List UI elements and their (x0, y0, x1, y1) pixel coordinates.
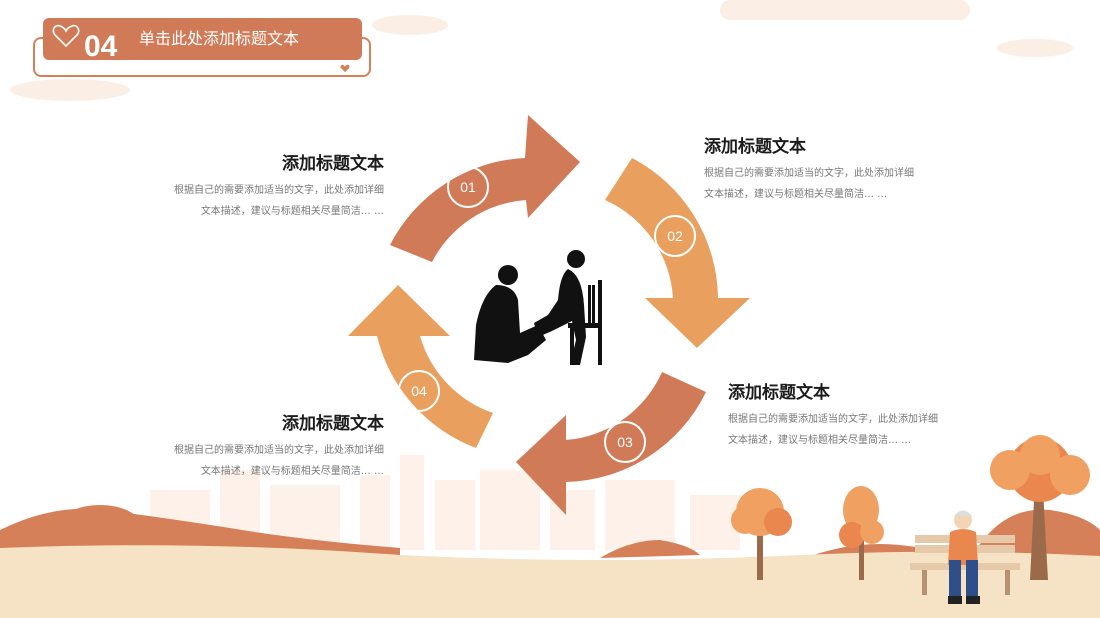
text-block-01: 添加标题文本 根据自己的需要添加适当的文字，此处添加详细 文本描述，建议与标题相… (124, 152, 384, 222)
caregiver-silhouette-icon (474, 250, 602, 365)
text-block-02: 添加标题文本 根据自己的需要添加适当的文字，此处添加详细 文本描述，建议与标题相… (704, 135, 964, 205)
block-description[interactable]: 根据自己的需要添加适当的文字，此处添加详细 文本描述，建议与标题相关尽量简洁… … (174, 445, 384, 477)
header-banner (43, 18, 362, 60)
heart-icon (340, 64, 350, 73)
block-title[interactable]: 添加标题文本 (704, 137, 806, 157)
elderly-man-on-bench-icon (910, 510, 1020, 604)
block-description[interactable]: 根据自己的需要添加适当的文字，此处添加详细 文本描述，建议与标题相关尽量简洁… … (728, 414, 938, 446)
autumn-tree-icon (839, 486, 884, 580)
block-title[interactable]: 添加标题文本 (282, 414, 384, 434)
block-title[interactable]: 添加标题文本 (282, 154, 384, 174)
text-block-04: 添加标题文本 根据自己的需要添加适当的文字，此处添加详细 文本描述，建议与标题相… (124, 412, 384, 482)
step-number-04: 04 (398, 370, 440, 412)
section-number: 04 (84, 30, 118, 63)
block-description[interactable]: 根据自己的需要添加适当的文字，此处添加详细 文本描述，建议与标题相关尽量简洁… … (174, 185, 384, 217)
autumn-tree-icon (731, 488, 792, 580)
block-description[interactable]: 根据自己的需要添加适当的文字，此处添加详细 文本描述，建议与标题相关尽量简洁… … (704, 168, 914, 200)
slide-title[interactable]: 单击此处添加标题文本 (139, 29, 300, 48)
step-number-03: 03 (604, 421, 646, 463)
text-block-03: 添加标题文本 根据自己的需要添加适当的文字，此处添加详细 文本描述，建议与标题相… (728, 381, 988, 451)
step-number-01: 01 (447, 166, 489, 208)
block-title[interactable]: 添加标题文本 (728, 383, 830, 403)
heart-icon (52, 24, 80, 48)
autumn-tree-icon (990, 435, 1090, 580)
arrow-04 (348, 285, 493, 448)
step-number-02: 02 (654, 215, 696, 257)
